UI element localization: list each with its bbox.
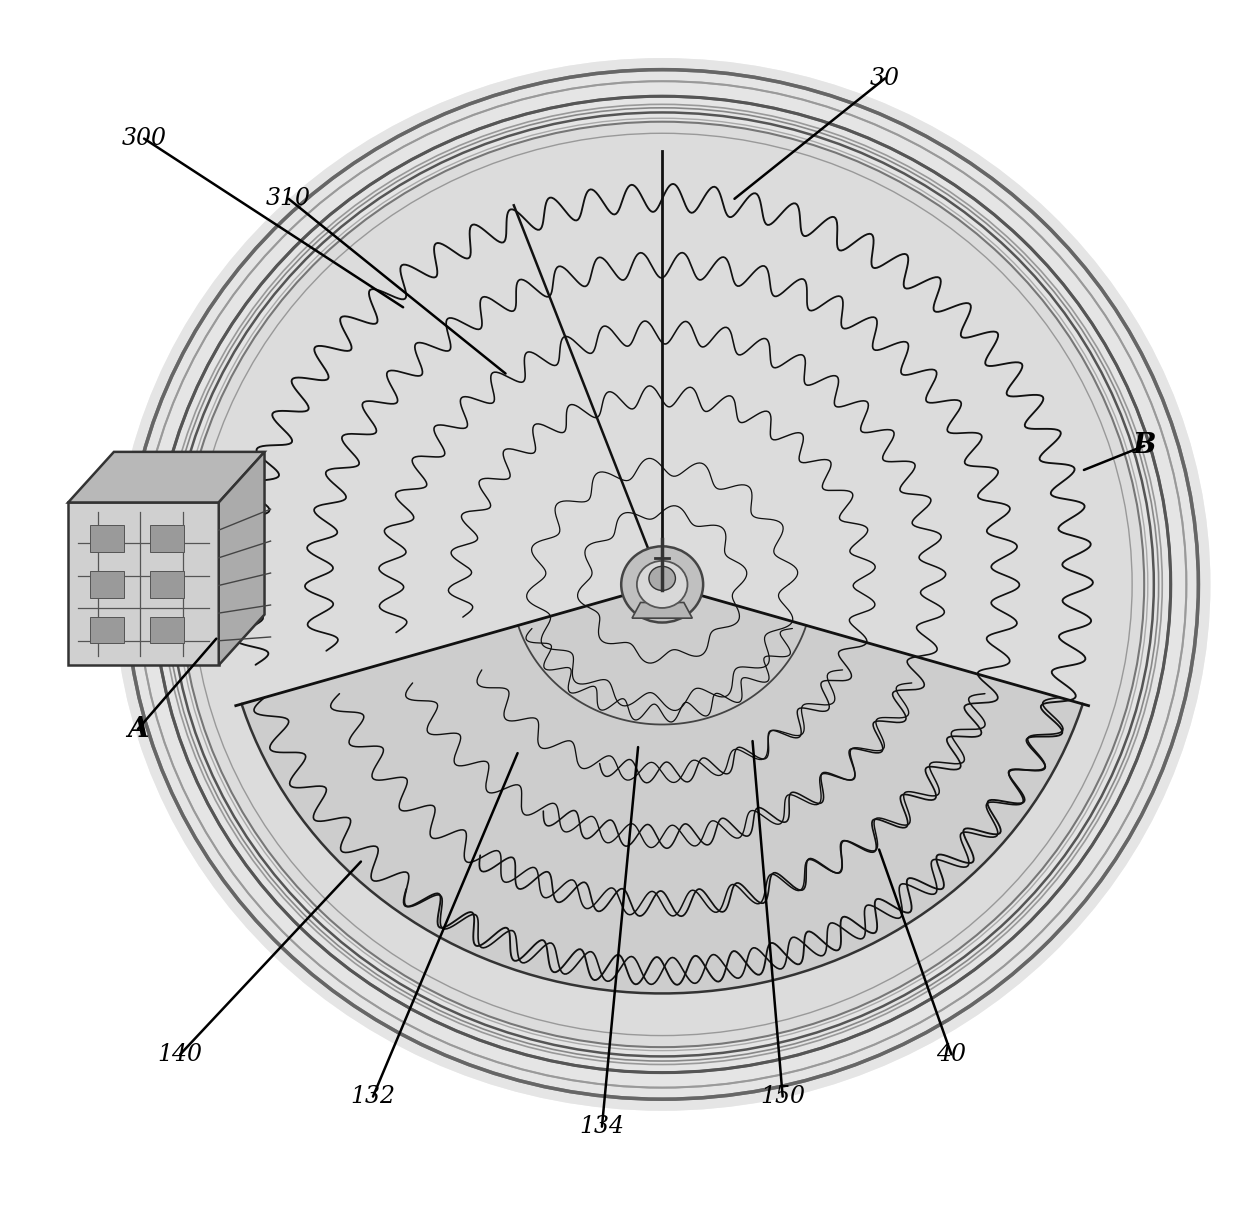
Text: A: A <box>128 716 149 742</box>
Text: 310: 310 <box>267 187 311 211</box>
Bar <box>150 525 184 552</box>
Polygon shape <box>632 602 692 618</box>
Text: 300: 300 <box>122 127 166 151</box>
Ellipse shape <box>114 58 1210 1111</box>
Ellipse shape <box>114 58 1210 1111</box>
Bar <box>150 571 184 598</box>
Ellipse shape <box>649 566 676 590</box>
Ellipse shape <box>621 546 703 623</box>
Polygon shape <box>218 452 264 665</box>
Text: 134: 134 <box>579 1115 625 1139</box>
Polygon shape <box>68 452 264 502</box>
Polygon shape <box>68 502 218 665</box>
Ellipse shape <box>637 560 687 609</box>
Text: B: B <box>1132 433 1156 459</box>
Text: 150: 150 <box>760 1084 805 1109</box>
Bar <box>89 571 124 598</box>
Bar <box>150 617 184 643</box>
Polygon shape <box>242 584 1083 993</box>
Bar <box>89 525 124 552</box>
Ellipse shape <box>180 122 1145 1047</box>
Bar <box>89 617 124 643</box>
Text: 40: 40 <box>936 1042 966 1066</box>
Text: 140: 140 <box>157 1042 202 1066</box>
Text: 132: 132 <box>351 1084 396 1109</box>
Text: 30: 30 <box>870 66 900 90</box>
